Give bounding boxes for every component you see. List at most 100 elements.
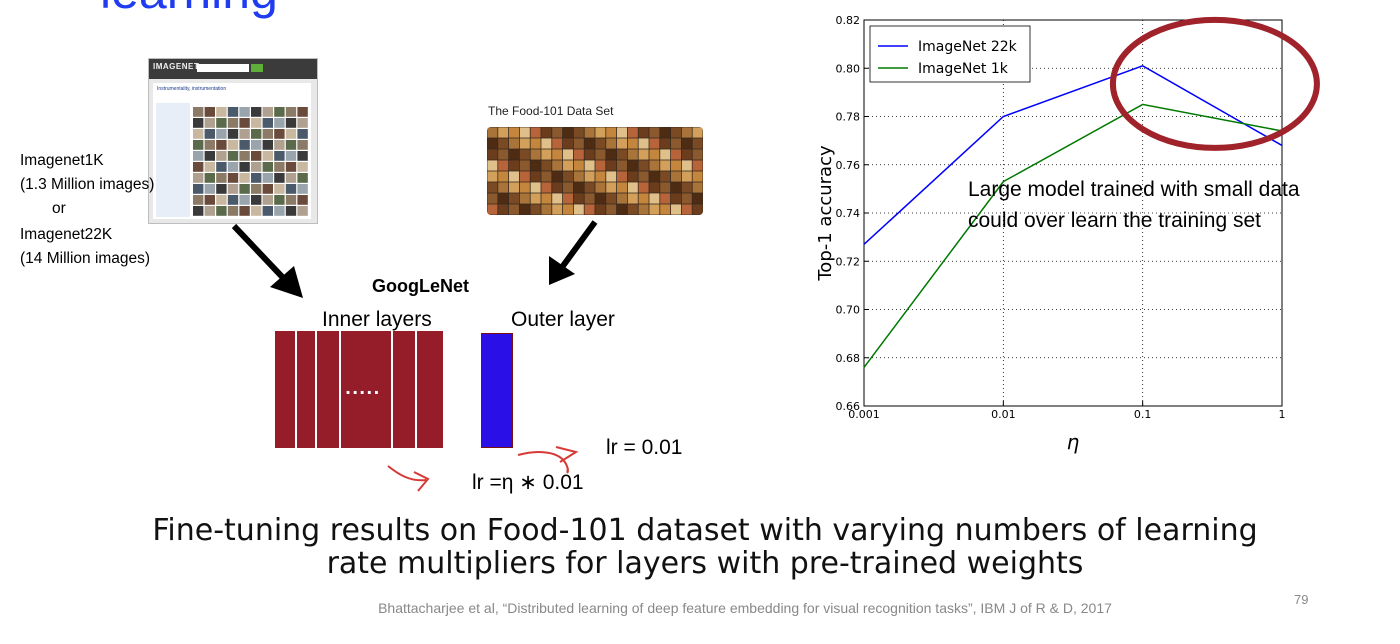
food-thumbnail xyxy=(638,149,649,160)
food-thumbnail xyxy=(595,160,606,171)
food-thumbnail xyxy=(595,138,606,149)
imagenet-thumbnail xyxy=(216,184,227,194)
food-thumbnail xyxy=(671,193,681,204)
food-thumbnail xyxy=(660,149,671,160)
imagenet-thumbnail xyxy=(239,173,250,183)
food-thumbnail xyxy=(541,160,552,171)
food-thumbnail xyxy=(649,149,660,160)
food-thumbnail xyxy=(530,193,541,204)
food-thumbnail xyxy=(617,138,627,149)
food-thumbnail xyxy=(627,127,638,138)
food-thumbnail xyxy=(584,193,595,204)
food-thumbnail xyxy=(530,204,541,215)
imagenet-thumbnail xyxy=(251,162,262,172)
imagenet-screenshot: IMAGENET Instrumentality, instrumentatio… xyxy=(148,58,318,224)
food-thumbnail xyxy=(530,138,541,149)
food-thumbnail xyxy=(573,149,584,160)
food-thumbnail xyxy=(498,160,509,171)
food-thumbnail xyxy=(692,127,703,138)
food-thumbnail xyxy=(498,149,509,160)
y-tick-label: 0.80 xyxy=(836,62,861,75)
food-thumbnail xyxy=(617,204,627,215)
food-thumbnail xyxy=(627,149,638,160)
imagenet-thumbnail xyxy=(262,184,273,194)
food-thumbnail xyxy=(584,171,595,182)
food-thumbnail xyxy=(584,138,595,149)
food-thumbnail xyxy=(627,204,638,215)
imagenet-thumbnail xyxy=(274,162,285,172)
imagenet-thumbnail xyxy=(285,184,297,194)
food-thumbnail xyxy=(530,149,541,160)
imagenet-thumbnail xyxy=(216,206,227,216)
food-thumbnail xyxy=(627,171,638,182)
food-thumbnail xyxy=(530,171,541,182)
imagenet-thumbnail xyxy=(204,129,215,139)
food-thumbnail xyxy=(617,193,627,204)
network-title: GoogLeNet xyxy=(372,276,469,296)
food-thumbnail xyxy=(563,138,573,149)
imagenet-thumbnail xyxy=(193,118,204,128)
food-thumbnail xyxy=(519,182,530,193)
food-thumbnail xyxy=(638,182,649,193)
food-thumbnail xyxy=(681,127,692,138)
imagenet-thumbnail xyxy=(297,184,308,194)
food-thumbnail xyxy=(638,138,649,149)
imagenet-thumbnail xyxy=(297,206,308,216)
imagenet-thumbnail xyxy=(193,129,204,139)
imagenet-panel: Instrumentality, instrumentation xyxy=(153,83,311,219)
imagenet-heading: Instrumentality, instrumentation xyxy=(157,86,227,92)
food-thumbnail xyxy=(519,127,530,138)
food-thumbnail xyxy=(563,182,573,193)
food-thumbnail xyxy=(563,171,573,182)
food-thumbnail xyxy=(638,204,649,215)
food-thumbnail xyxy=(563,127,573,138)
overfit-note-line-2: could over learn the training set xyxy=(968,209,1262,232)
imagenet-thumbnail-grid xyxy=(193,107,308,216)
food-thumbnail xyxy=(671,149,681,160)
food-thumbnail xyxy=(552,182,563,193)
arrow-imagenet-head xyxy=(270,266,303,298)
food-thumbnail xyxy=(509,149,519,160)
lr-outer-label: lr = 0.01 xyxy=(606,436,683,459)
y-tick-label: 0.78 xyxy=(836,111,861,124)
imagenet-thumbnail xyxy=(204,118,215,128)
food-thumbnail xyxy=(692,138,703,149)
red-arrow-outer xyxy=(517,451,569,474)
food-thumbnail xyxy=(649,171,660,182)
food-thumbnail xyxy=(530,127,541,138)
imagenet-thumbnail xyxy=(262,162,273,172)
food-thumbnail xyxy=(671,204,681,215)
imagenet-thumbnail xyxy=(216,162,227,172)
imagenet-thumbnail xyxy=(204,184,215,194)
imagenet-thumbnail xyxy=(251,107,262,117)
imagenet-thumbnail xyxy=(285,162,297,172)
imagenet-thumbnail xyxy=(297,162,308,172)
imagenet-thumbnail xyxy=(274,118,285,128)
food-thumbnail xyxy=(552,138,563,149)
food-thumbnail xyxy=(692,204,703,215)
food-thumbnail xyxy=(552,193,563,204)
food-thumbnail xyxy=(552,149,563,160)
imagenet-thumbnail xyxy=(251,184,262,194)
food-thumbnail xyxy=(552,160,563,171)
food-thumbnail xyxy=(498,204,509,215)
food-thumbnail xyxy=(649,127,660,138)
food-thumbnail xyxy=(487,171,498,182)
imagenet-thumbnail xyxy=(204,140,215,150)
imagenet-thumbnail xyxy=(251,118,262,128)
food-thumbnail xyxy=(573,193,584,204)
imagenet-thumbnail xyxy=(251,140,262,150)
food-thumbnail xyxy=(541,171,552,182)
imagenet-thumbnail xyxy=(285,195,297,205)
y-tick-label: 0.76 xyxy=(836,159,861,172)
arrow-imagenet-to-inner xyxy=(231,223,291,286)
imagenet-thumbnail xyxy=(285,173,297,183)
food-thumbnail xyxy=(595,149,606,160)
food-thumbnail xyxy=(692,171,703,182)
food-thumbnail xyxy=(681,160,692,171)
food-thumbnail xyxy=(563,193,573,204)
dataset-label-22k: Imagenet22K xyxy=(20,226,113,243)
imagenet-thumbnail xyxy=(251,129,262,139)
imagenet-thumbnail xyxy=(239,184,250,194)
food-thumbnail xyxy=(595,171,606,182)
